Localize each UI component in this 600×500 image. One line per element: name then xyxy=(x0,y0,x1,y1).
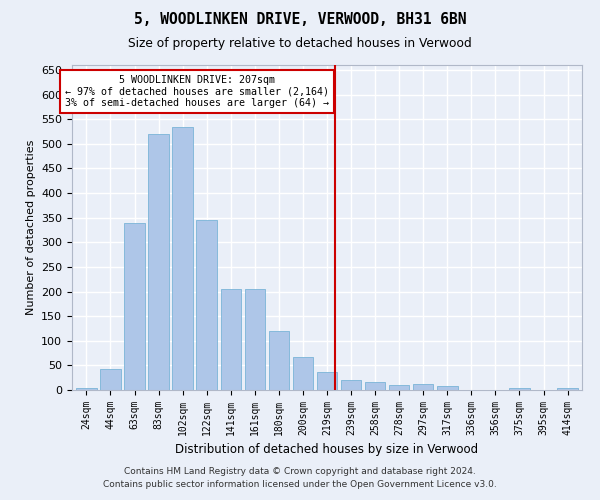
Bar xyxy=(437,386,458,390)
Bar xyxy=(413,384,433,390)
Text: Size of property relative to detached houses in Verwood: Size of property relative to detached ho… xyxy=(128,38,472,51)
Bar xyxy=(365,382,385,390)
Bar xyxy=(557,388,578,390)
Text: 5, WOODLINKEN DRIVE, VERWOOD, BH31 6BN: 5, WOODLINKEN DRIVE, VERWOOD, BH31 6BN xyxy=(134,12,466,28)
Y-axis label: Number of detached properties: Number of detached properties xyxy=(26,140,35,315)
Bar xyxy=(76,388,97,390)
Bar xyxy=(148,134,169,390)
Bar xyxy=(341,380,361,390)
Bar xyxy=(100,370,121,390)
Text: Contains HM Land Registry data © Crown copyright and database right 2024.: Contains HM Land Registry data © Crown c… xyxy=(124,467,476,476)
Bar xyxy=(124,222,145,390)
Bar xyxy=(509,388,530,390)
Bar xyxy=(245,289,265,390)
Bar xyxy=(293,356,313,390)
Bar xyxy=(196,220,217,390)
Bar xyxy=(221,289,241,390)
Bar xyxy=(317,372,337,390)
Bar xyxy=(389,384,409,390)
Text: Contains public sector information licensed under the Open Government Licence v3: Contains public sector information licen… xyxy=(103,480,497,489)
Bar xyxy=(172,126,193,390)
Text: 5 WOODLINKEN DRIVE: 207sqm
← 97% of detached houses are smaller (2,164)
3% of se: 5 WOODLINKEN DRIVE: 207sqm ← 97% of deta… xyxy=(65,75,329,108)
X-axis label: Distribution of detached houses by size in Verwood: Distribution of detached houses by size … xyxy=(175,444,479,456)
Bar xyxy=(269,331,289,390)
